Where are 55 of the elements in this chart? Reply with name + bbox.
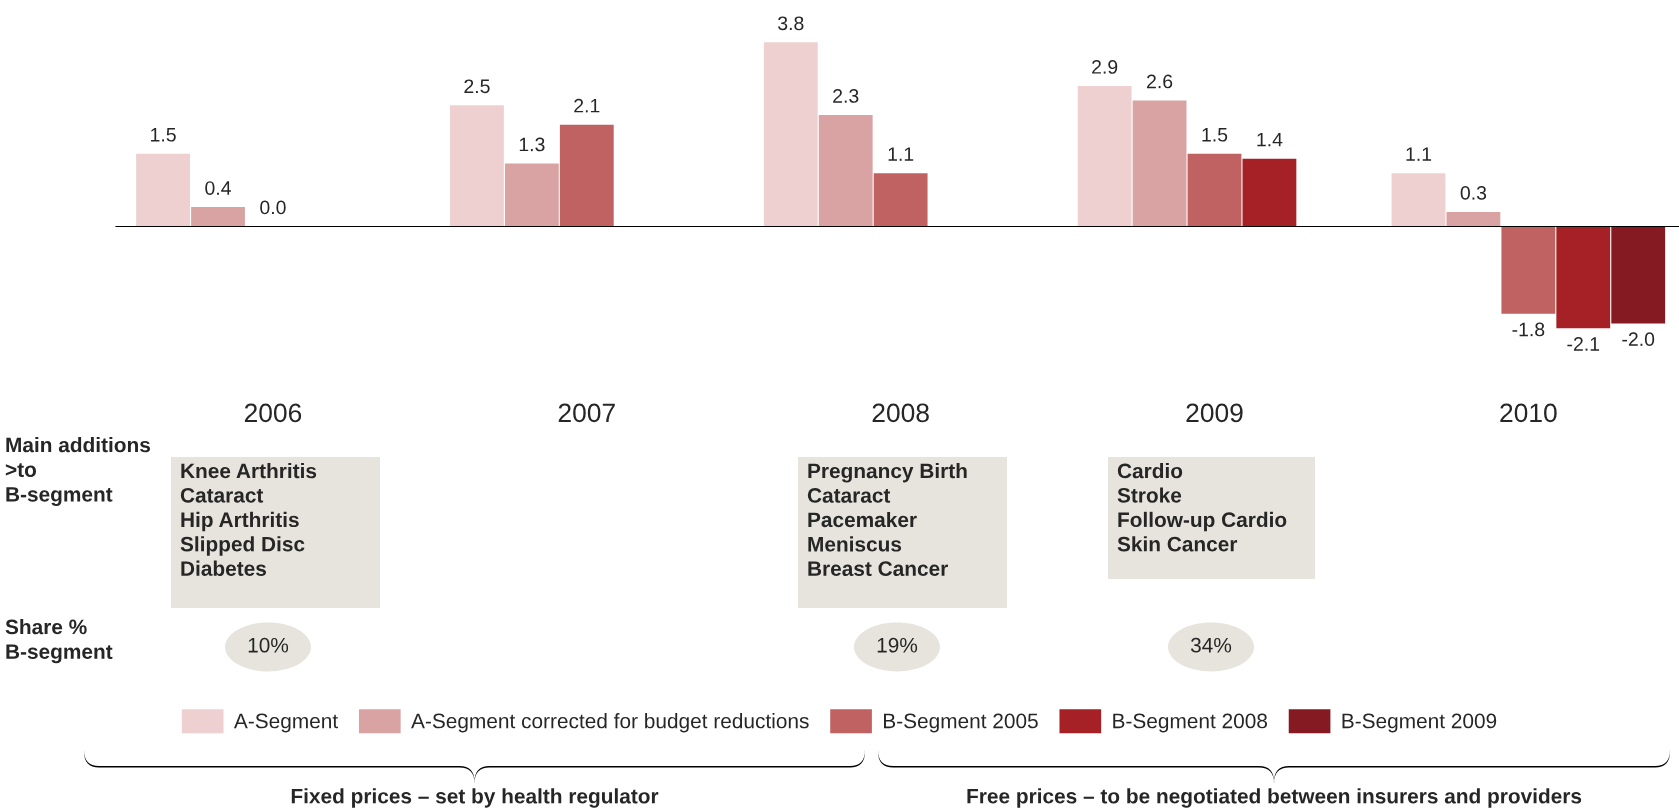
legend-label: A-Segment	[233, 713, 338, 733]
legend-label: B-Segment 2008	[1113, 713, 1268, 733]
bar	[1611, 226, 1666, 324]
text: Pregnancy Birth Cataract Pacemaker Meniscus Breast Cancer	[807, 463, 967, 577]
data-label: -2.1	[1567, 337, 1600, 351]
bar	[1242, 158, 1297, 227]
data-label: 2.6	[1147, 74, 1173, 89]
legend-label: B-Segment 2005	[884, 713, 1038, 733]
text: 34%	[1190, 637, 1232, 653]
data-label: -2.0	[1622, 332, 1655, 347]
text: 19%	[877, 637, 918, 653]
bar	[818, 115, 873, 227]
bar	[763, 42, 818, 227]
bar	[873, 173, 928, 227]
text: Knee Arthritis Cataract Hip Arthritis Slipped Disc Diabetes	[180, 463, 317, 576]
data-label: 0.0	[260, 200, 286, 215]
bar	[559, 124, 614, 227]
legend-label: B-Segment 2009	[1342, 713, 1497, 733]
text: Fixed prices – set by health regulator	[291, 788, 659, 808]
data-label: 0.4	[205, 181, 231, 195]
bar	[1501, 226, 1556, 314]
data-label: 0.3	[1460, 186, 1487, 200]
data-label: 1.5	[1202, 128, 1228, 142]
data-label: 1.5	[151, 128, 176, 142]
data-label: 2.1	[574, 98, 600, 113]
x-tick-label: 2009	[1186, 403, 1243, 423]
x-tick-label: 2007	[558, 403, 615, 423]
bar	[1391, 173, 1446, 227]
bar	[136, 153, 190, 227]
bar	[1446, 211, 1501, 227]
data-label: 2.5	[464, 79, 490, 94]
x-tick-label: 2008	[872, 403, 929, 423]
x-tick-label: 2006	[244, 403, 302, 423]
bar	[1077, 85, 1132, 227]
data-label: 1.4	[1257, 132, 1283, 147]
text: Cardio Stroke Follow-up Cardio Skin Cancer	[1117, 463, 1287, 552]
x-tick-label: 2010	[1500, 403, 1557, 423]
data-label: 1.1	[888, 147, 914, 161]
text: Main additions >to B-segment	[5, 437, 150, 506]
bar	[1132, 100, 1187, 227]
data-label: -1.8	[1512, 322, 1545, 337]
bar	[1556, 226, 1611, 329]
text: Share % B-segment	[5, 619, 113, 664]
data-label: 1.3	[519, 137, 545, 152]
bar	[450, 105, 504, 227]
bar	[504, 163, 559, 227]
data-label: 2.3	[833, 89, 859, 103]
bar	[1187, 153, 1242, 227]
data-label: 1.1	[1406, 147, 1432, 161]
data-label: 3.8	[778, 16, 804, 31]
bar	[191, 207, 245, 227]
text: Free prices – to be negotiated between insurers and providers	[967, 788, 1582, 808]
text: 10%	[248, 637, 289, 653]
data-label: 2.9	[1092, 60, 1118, 74]
legend-label: A-Segment corrected for budget reductions	[411, 713, 809, 733]
